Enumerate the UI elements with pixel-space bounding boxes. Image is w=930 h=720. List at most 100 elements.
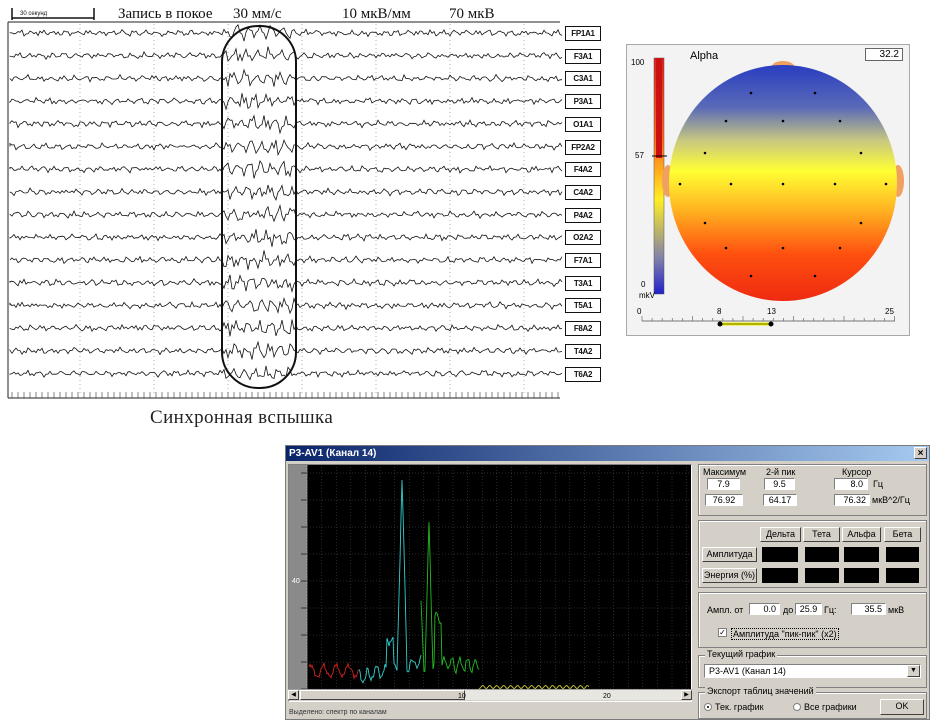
electrode-dot [859, 151, 863, 155]
close-button[interactable]: × [914, 447, 927, 459]
electrode-dot [838, 119, 842, 123]
scroll-right-arrow[interactable]: ▶ [681, 690, 692, 700]
amplitude-delta: 12.9 [762, 547, 798, 562]
recording-amplitude: 70 мкВ [449, 6, 495, 22]
energy-alpha: 48.3 [844, 568, 879, 583]
ampl-to-label: до [783, 605, 794, 615]
band-header-alpha[interactable]: Альфа [842, 527, 881, 542]
dropdown-arrow[interactable]: ▼ [907, 665, 920, 677]
peak-to-peak-label[interactable]: Амплитуда "пик-пик" (x2) [731, 628, 839, 640]
ampl-from-field[interactable]: 0.0 [749, 603, 780, 615]
eeg-trace-t4a2 [9, 340, 563, 360]
band-header-beta[interactable]: Бета [884, 527, 921, 542]
band-header-delta[interactable]: Дельта [760, 527, 801, 542]
cursor-label: Курсор [842, 467, 872, 477]
band-header-theta[interactable]: Тета [803, 527, 840, 542]
cursor-power-field: 76.32 [834, 494, 870, 506]
scale-mid-label: 57 [635, 151, 644, 160]
axis-label-8: 8 [717, 307, 722, 316]
second-freq-field: 9.5 [764, 478, 795, 490]
eeg-trace-fp1a1 [9, 23, 563, 42]
ampl-from-label: Ампл. от [707, 605, 744, 615]
freq-unit: Гц [873, 479, 884, 489]
peak-to-peak-checkbox[interactable]: ✓ [718, 628, 727, 637]
peak-group [698, 464, 927, 516]
electrode-dot [813, 91, 817, 95]
channel-label-t6a2: T6A2 [565, 366, 601, 382]
scale-unit-label: mkV [639, 291, 655, 300]
export-title: Экспорт таблиц значений [705, 686, 816, 696]
energy-beta: 2.2 [886, 568, 919, 583]
energy-row-label: Энергия (%) [702, 568, 757, 583]
electrode-dot [781, 119, 785, 123]
plot-scrollbar[interactable]: ◀ ▶ [288, 689, 692, 700]
topo-graphics [641, 57, 904, 327]
bottom-note: Выделено: спектр по каналам [289, 709, 387, 716]
scroll-left-arrow[interactable]: ◀ [288, 690, 299, 700]
eeg-trace-c4a2 [9, 184, 563, 201]
export-group: Экспорт таблиц значений [698, 686, 927, 719]
color-scale-marker [656, 58, 662, 158]
electrode-dot [678, 182, 682, 186]
channel-label-t4a2: T4A2 [565, 343, 601, 359]
eeg-trace-t3a1 [9, 274, 563, 294]
axis-label-25: 25 [885, 307, 894, 316]
ok-button[interactable]: OK [880, 699, 924, 715]
channel-label-o1a1: O1A1 [565, 116, 601, 132]
eeg-recording-panel: 30 секунд Запись в покое 30 мм/с 10 мкВ/… [0, 0, 610, 405]
x-tick-label-20: 20 [603, 693, 611, 700]
amplitude-beta: 5.3 [886, 547, 919, 562]
export-current-radio[interactable] [704, 703, 712, 711]
range-handle-right [768, 321, 774, 327]
beta-spectrum-line [478, 684, 590, 690]
power-unit: мкВ^2/Гц [872, 495, 910, 505]
electrode-dot [703, 151, 707, 155]
amplitude-range-group [698, 592, 927, 648]
eeg-trace-o2a2 [9, 229, 563, 247]
energy-theta: 34.9 [805, 568, 839, 583]
amplitude-row-label: Амплитуда [702, 547, 757, 562]
electrode-dot [781, 246, 785, 250]
current-graph-title: Текущий график [705, 649, 778, 659]
ampl-to-field[interactable]: 25.9 [795, 603, 822, 615]
channel-label-p3a1: P3A1 [565, 94, 601, 110]
electrode-dots [678, 91, 888, 278]
delta-spectrum-line [308, 662, 360, 680]
export-all-radio[interactable] [793, 703, 801, 711]
ampl-result-field: 35.5 [851, 603, 886, 615]
export-all-label[interactable]: Все графики [804, 702, 857, 712]
channel-label-c3a1: C3A1 [565, 71, 601, 87]
theta-spectrum-line [358, 479, 422, 684]
eeg-trace-o1a1 [9, 114, 563, 135]
recording-speed: 30 мм/с [233, 6, 282, 22]
electrode-dot [729, 182, 733, 186]
window-titlebar[interactable]: P3-AV1 (Канал 14) × [286, 446, 929, 461]
scale-bar-label: 30 секунд [20, 11, 48, 17]
eeg-trace-p3a1 [9, 92, 563, 111]
scroll-thumb[interactable] [300, 690, 465, 700]
channel-label-t3a1: T3A1 [565, 275, 601, 291]
window-title: P3-AV1 (Канал 14) [289, 448, 377, 459]
electrode-dot [724, 246, 728, 250]
scale-bottom-label: 0 [641, 280, 646, 289]
current-graph-select[interactable]: P3-AV1 (Канал 14) [704, 664, 921, 678]
spectrum-plot[interactable]: 40 10 20 [288, 464, 692, 702]
recording-title: Запись в покое [118, 6, 213, 22]
export-current-label[interactable]: Тек. график [715, 702, 764, 712]
eeg-trace-fp2a2 [9, 138, 563, 157]
ampl-unit: мкВ [888, 605, 905, 615]
scale-top-label: 100 [631, 58, 645, 67]
cursor-freq-field: 8.0 [834, 478, 868, 490]
amplitude-theta: 21.4 [805, 547, 839, 562]
bands-group [698, 520, 927, 588]
channel-label-o2a2: O2A2 [565, 230, 601, 246]
channel-label-f3a1: F3A1 [565, 48, 601, 64]
eeg-trace-c3a1 [9, 68, 563, 87]
channel-label-f4a2: F4A2 [565, 162, 601, 178]
electrode-dot [781, 182, 785, 186]
topo-band-label: Alpha [690, 50, 719, 62]
synchronous-burst-caption: Синхронная вспышка [150, 407, 334, 428]
eeg-trace-f8a2 [9, 319, 563, 337]
topographic-map-panel: Alpha 32.2 100 57 0 mkV 0 8 13 25 [626, 44, 910, 336]
channel-label-fp2a2: FP2A2 [565, 139, 601, 155]
